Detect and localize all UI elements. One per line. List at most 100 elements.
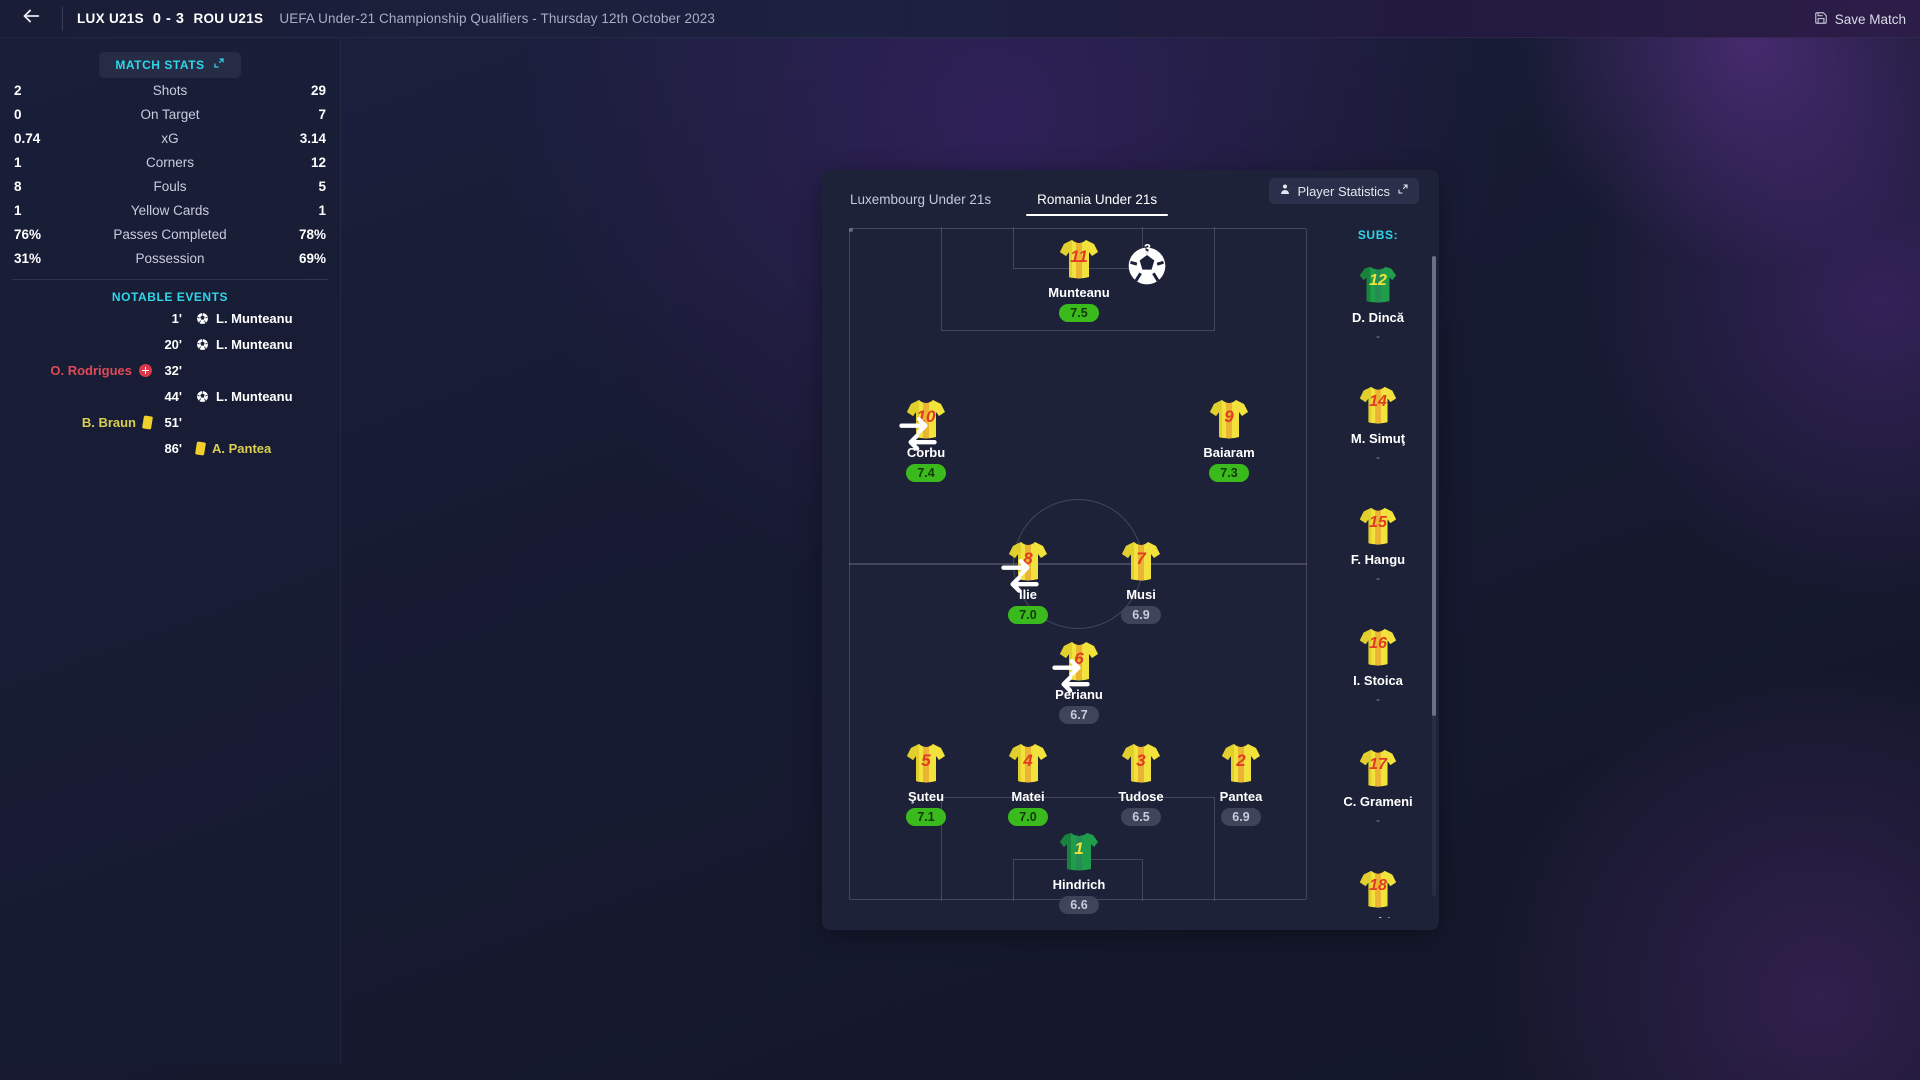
player-name: D. Dincă bbox=[1351, 310, 1404, 325]
player-number: 8 bbox=[1023, 549, 1033, 568]
player-kit[interactable]: 1 bbox=[1057, 828, 1101, 874]
player-number: 3 bbox=[1136, 751, 1146, 770]
subs-title: SUBS: bbox=[1357, 228, 1399, 242]
player-rating: 6.7 bbox=[1059, 706, 1099, 724]
player-kit[interactable]: 10 bbox=[899, 396, 948, 451]
sub-player[interactable]: 15 F. Hangu - bbox=[1318, 504, 1438, 585]
event-player-name: B. Braun bbox=[81, 414, 136, 430]
event-row[interactable]: 20' L. Munteanu bbox=[0, 332, 340, 356]
event-row[interactable]: 86' A. Pantea bbox=[0, 436, 340, 460]
player-rating: - bbox=[1376, 571, 1380, 585]
event-minute: 32' bbox=[164, 362, 182, 378]
top-bar: LUX U21S 0 - 3 ROU U21S UEFA Under-21 Ch… bbox=[0, 0, 1920, 38]
player-kit[interactable]: 18 bbox=[1357, 867, 1399, 911]
player-kit[interactable]: 4 bbox=[1006, 740, 1050, 786]
goal-badge: 3 bbox=[1125, 242, 1166, 284]
pitch-player[interactable]: 8 Ilie 7.0 bbox=[976, 538, 1080, 624]
outfield-kit-icon bbox=[1060, 240, 1098, 279]
player-kit[interactable]: 16 bbox=[1357, 625, 1399, 669]
player-kit[interactable]: 3 bbox=[1119, 740, 1163, 786]
outfield-kit-icon bbox=[1222, 744, 1260, 783]
pitch-player[interactable]: 5 Şuteu 7.1 bbox=[874, 740, 978, 826]
player-kit[interactable]: 9 bbox=[1207, 396, 1251, 442]
stat-home-value: 2 bbox=[14, 82, 22, 98]
stat-label: On Target bbox=[140, 106, 200, 122]
player-kit[interactable]: 17 bbox=[1357, 746, 1399, 790]
player-name: Hindrich bbox=[1052, 877, 1106, 892]
player-number: 7 bbox=[1136, 549, 1146, 568]
player-kit[interactable]: 8 bbox=[1001, 538, 1050, 593]
player-kit[interactable]: 14 bbox=[1357, 383, 1399, 427]
stat-away-value: 7 bbox=[318, 106, 326, 122]
sub-player[interactable]: 12 D. Dincă - bbox=[1318, 262, 1438, 343]
player-kit[interactable]: 11 3 bbox=[1057, 236, 1166, 284]
player-number: 18 bbox=[1369, 877, 1387, 894]
stat-home-value: 0.74 bbox=[14, 130, 41, 146]
event-row[interactable]: 44' L. Munteanu bbox=[0, 384, 340, 408]
player-kit[interactable]: 7 bbox=[1119, 538, 1163, 584]
yellow-card-icon bbox=[195, 440, 206, 456]
player-kit[interactable]: 5 bbox=[904, 740, 948, 786]
sub-player[interactable]: 16 I. Stoica - bbox=[1318, 625, 1438, 706]
event-minute: 86' bbox=[164, 440, 182, 456]
player-rating: 7.4 bbox=[906, 464, 946, 482]
expand-icon bbox=[1397, 182, 1409, 200]
outfield-kit-icon bbox=[1359, 749, 1397, 787]
player-rating: 7.5 bbox=[1059, 304, 1099, 322]
match-stats-panel: MATCH STATS 2 Shots 29 0 On Target 7 0.74 xG 3.1… bbox=[0, 38, 341, 1064]
pitch-player[interactable]: 6 Perianu 6.7 bbox=[1027, 638, 1131, 724]
player-number: 9 bbox=[1224, 407, 1234, 426]
pitch-player[interactable]: 2 Pantea 6.9 bbox=[1189, 740, 1293, 826]
pitch-player[interactable]: 7 Musi 6.9 bbox=[1089, 538, 1193, 624]
save-match-button[interactable]: Save Match bbox=[1814, 0, 1906, 38]
stat-away-value: 29 bbox=[310, 82, 326, 98]
stat-row: 1 Corners 12 bbox=[0, 150, 340, 174]
player-statistics-button[interactable]: Player Statistics bbox=[1268, 178, 1419, 204]
outfield-kit-icon bbox=[1122, 542, 1160, 581]
event-row[interactable]: 1' L. Munteanu bbox=[0, 306, 340, 330]
pitch-player[interactable]: 1 Hindrich 6.6 bbox=[1027, 828, 1131, 914]
goalkeeper-kit-icon bbox=[1060, 833, 1098, 871]
event-row[interactable]: B. Braun 51' bbox=[0, 410, 340, 434]
pitch-player[interactable]: 11 3 Munteanu 7.5 bbox=[1027, 236, 1166, 322]
arrow-left-icon bbox=[20, 5, 42, 32]
event-row[interactable]: O. Rodrigues 32' bbox=[0, 358, 340, 382]
sub-player[interactable]: 18D. Sîrbu- bbox=[1318, 867, 1438, 918]
match-stats-button[interactable]: MATCH STATS bbox=[99, 52, 241, 78]
player-rating: - bbox=[1376, 329, 1380, 343]
event-away-side: L. Munteanu bbox=[182, 311, 340, 326]
tab-home-team[interactable]: Luxembourg Under 21s bbox=[850, 192, 992, 207]
stat-row: 1 Yellow Cards 1 bbox=[0, 198, 340, 222]
topbar-divider bbox=[62, 6, 63, 31]
event-home-side: B. Braun bbox=[0, 414, 153, 430]
player-number: 2 bbox=[1236, 751, 1246, 770]
goal-ball-icon bbox=[196, 338, 209, 351]
stat-home-value: 8 bbox=[14, 178, 22, 194]
player-rating: 6.6 bbox=[1059, 896, 1099, 914]
pitch-player[interactable]: 10 Corbu 7.4 bbox=[874, 396, 978, 482]
event-away-side: L. Munteanu bbox=[182, 337, 340, 352]
player-kit[interactable]: 15 bbox=[1357, 504, 1399, 548]
player-kit[interactable]: 12 bbox=[1357, 262, 1399, 306]
player-name: Baiaram bbox=[1203, 445, 1255, 460]
sub-player[interactable]: 17 C. Grameni - bbox=[1318, 746, 1438, 827]
stat-home-value: 76% bbox=[14, 226, 42, 242]
stat-row: 8 Fouls 5 bbox=[0, 174, 340, 198]
subs-scrollbar-thumb[interactable] bbox=[1432, 256, 1436, 716]
player-rating: 7.0 bbox=[1008, 606, 1048, 624]
back-button[interactable] bbox=[0, 0, 62, 38]
stat-away-value: 78% bbox=[298, 226, 326, 242]
pitch-player[interactable]: 9 Baiaram 7.3 bbox=[1177, 396, 1281, 482]
pitch-player[interactable]: 3 Tudose 6.5 bbox=[1089, 740, 1193, 826]
stat-label: Fouls bbox=[153, 178, 187, 194]
player-name: Şuteu bbox=[907, 789, 945, 804]
match-stats-label: MATCH STATS bbox=[115, 58, 205, 72]
stat-row: 2 Shots 29 bbox=[0, 78, 340, 102]
tab-away-team[interactable]: Romania Under 21s bbox=[1026, 192, 1169, 216]
player-kit[interactable]: 6 bbox=[1052, 638, 1101, 693]
sub-player[interactable]: 14 M. Simuţ - bbox=[1318, 383, 1438, 464]
pitch-player[interactable]: 4 Matei 7.0 bbox=[976, 740, 1080, 826]
player-number: 12 bbox=[1369, 272, 1387, 289]
player-number: 15 bbox=[1369, 514, 1387, 531]
player-kit[interactable]: 2 bbox=[1219, 740, 1263, 786]
